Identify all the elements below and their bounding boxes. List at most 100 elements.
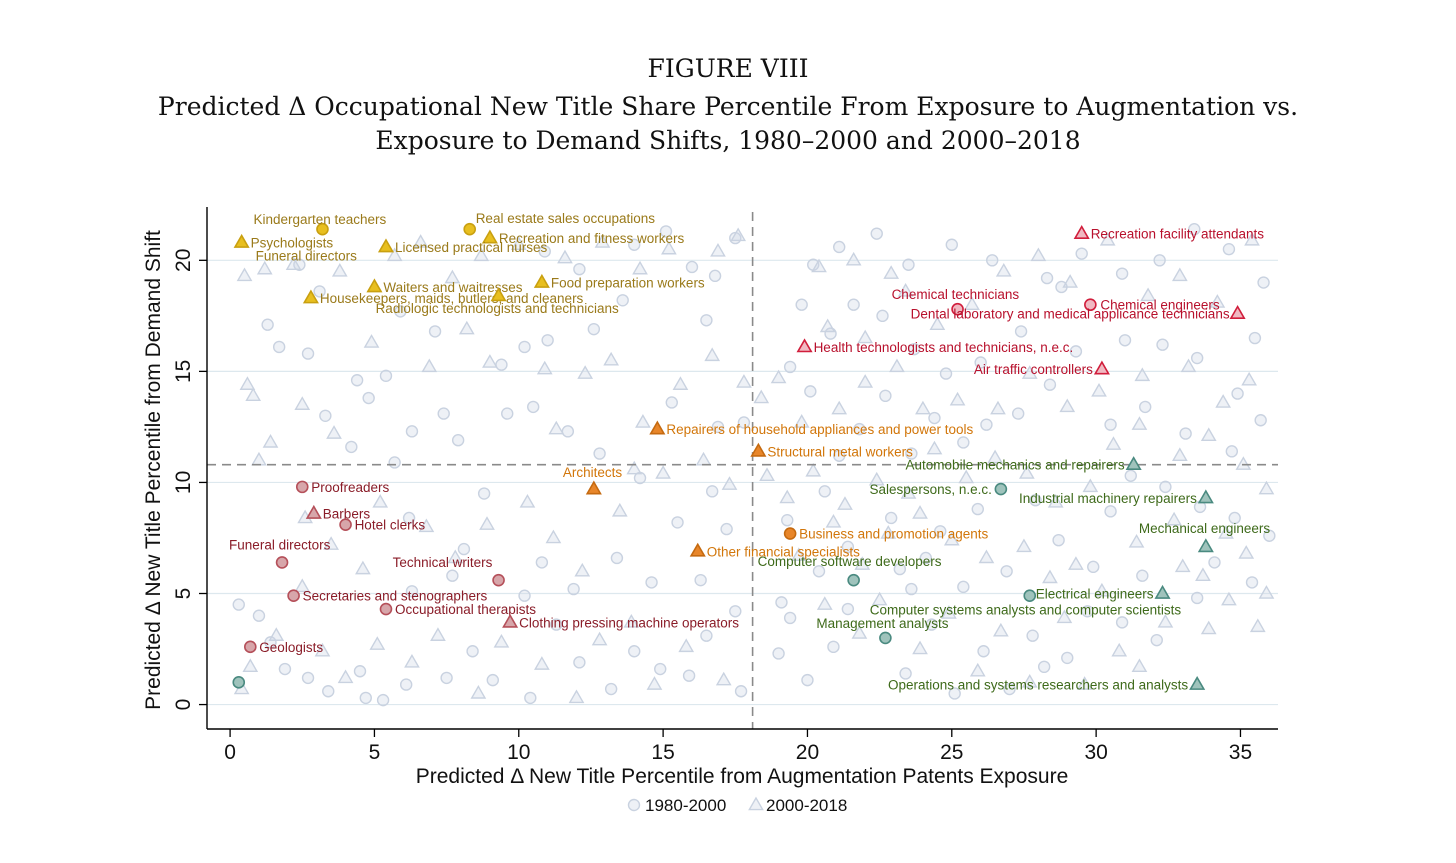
background-point-circle: [388, 456, 401, 469]
background-point-circle: [1087, 560, 1100, 574]
background-point-triangle: [1091, 382, 1107, 397]
labeled-point-circle: [287, 589, 300, 603]
background-point-circle: [345, 440, 358, 454]
background-point-triangle: [1021, 365, 1038, 379]
background-point-circle: [313, 285, 326, 298]
background-point-circle: [278, 662, 292, 676]
background-point-circle: [524, 691, 537, 705]
background-point-circle: [1026, 629, 1039, 642]
labeled-point-triangle: [1154, 584, 1171, 599]
background-point-circle: [893, 562, 907, 576]
labeled-point-circle: [316, 222, 329, 236]
background-point-triangle: [430, 627, 446, 641]
labeled-point-triangle: [377, 238, 395, 253]
background-point-triangle: [770, 369, 787, 384]
background-point-circle: [350, 374, 364, 387]
x-tick-label: 5: [369, 741, 381, 764]
background-point-circle: [879, 389, 892, 403]
background-point-triangle: [857, 374, 874, 388]
background-point-circle: [853, 422, 866, 436]
background-point-triangle: [386, 247, 403, 262]
point-label: Secretaries and stenographers: [303, 589, 488, 604]
labeled-point-triangle: [533, 273, 550, 288]
background-point-circle: [734, 685, 748, 698]
background-point-triangle: [1094, 582, 1110, 597]
background-point-triangle: [831, 400, 848, 415]
background-point-circle: [1150, 633, 1163, 647]
x-tick-label: 0: [224, 741, 236, 764]
background-point-triangle: [1059, 398, 1076, 413]
background-point-triangle: [536, 360, 553, 375]
background-point-triangle: [880, 525, 897, 539]
background-point-circle: [772, 647, 785, 660]
legend-marker-circle: [627, 798, 641, 812]
background-point-triangle: [1105, 436, 1122, 450]
point-label: Structural metal workers: [767, 444, 913, 459]
background-point-circle: [1225, 445, 1239, 458]
background-point-circle: [451, 434, 465, 447]
labeled-point-circle: [275, 556, 289, 569]
background-point-circle: [252, 609, 266, 622]
background-point-circle: [501, 407, 514, 420]
background-point-triangle: [1131, 658, 1148, 673]
background-point-triangle: [678, 638, 695, 653]
legend: 1980-2000 2000-2018: [627, 796, 847, 815]
y-tick-label: 20: [172, 249, 195, 272]
y-tick-label: 15: [172, 360, 195, 383]
labeled-point-triangle: [1125, 456, 1142, 471]
background-point-circle: [604, 682, 618, 696]
background-point-circle: [905, 582, 918, 596]
background-point-circle: [428, 325, 442, 338]
background-point-triangle: [753, 389, 770, 404]
background-point-circle: [945, 238, 958, 251]
background-point-circle: [1081, 605, 1094, 618]
background-point-circle: [405, 585, 419, 598]
background-point-circle: [446, 569, 459, 582]
background-point-circle: [1124, 469, 1137, 482]
background-point-triangle: [1047, 494, 1064, 508]
background-point-circle: [1115, 267, 1129, 280]
background-point-triangle: [871, 591, 888, 606]
background-point-circle: [399, 678, 413, 691]
background-point-triangle: [790, 547, 807, 561]
point-label: Other financial specialists: [707, 544, 860, 559]
labeled-point-triangle: [1197, 538, 1214, 553]
background-point-triangle: [594, 234, 611, 248]
background-point-circle: [905, 447, 918, 460]
background-point-circle: [232, 598, 245, 611]
point-label: Hotel clerks: [355, 518, 426, 533]
background-point-triangle: [805, 462, 822, 477]
background-point-triangle: [1030, 247, 1047, 262]
background-point-circle: [1257, 276, 1270, 289]
background-point-circle: [775, 596, 788, 609]
point-label: Proofreaders: [311, 480, 389, 495]
background-point-triangle: [1056, 609, 1073, 624]
background-point-triangle: [819, 318, 836, 333]
background-point-triangle: [444, 269, 461, 284]
background-point-triangle: [1180, 358, 1197, 373]
background-point-triangle: [611, 502, 628, 517]
background-point-triangle: [811, 258, 827, 273]
background-point-circle: [379, 369, 393, 383]
background-point-circle: [301, 671, 315, 685]
background-point-circle: [645, 576, 658, 589]
background-point-circle: [628, 238, 641, 251]
background-point-triangle: [470, 685, 487, 699]
background-point-circle: [1011, 407, 1025, 420]
figure-title: FIGURE VIII: [647, 54, 809, 83]
labeled-point-triangle: [366, 278, 383, 293]
background-point-circle: [1139, 400, 1152, 414]
background-point-circle: [1228, 511, 1241, 525]
background-point-triangle: [845, 251, 862, 266]
background-point-triangle: [1157, 613, 1174, 628]
x-tick-label: 15: [651, 741, 674, 764]
background-point-triangle: [854, 556, 871, 570]
axes: 0 5 10 15 20 25 30 35 0 5 10 15 20: [172, 207, 1278, 764]
point-label: Geologists: [259, 640, 323, 655]
background-point-circle: [1014, 325, 1028, 338]
background-point-triangle: [1215, 394, 1232, 408]
background-point-circle: [1248, 331, 1262, 345]
background-point-circle: [974, 356, 987, 369]
labeled-point-circle: [951, 302, 964, 316]
background-point-triangle: [337, 669, 354, 684]
